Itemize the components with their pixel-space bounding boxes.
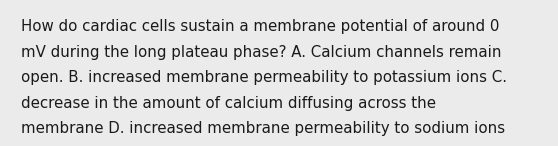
Text: decrease in the amount of calcium diffusing across the: decrease in the amount of calcium diffus… (21, 96, 436, 111)
Text: open. B. increased membrane permeability to potassium ions C.: open. B. increased membrane permeability… (21, 70, 507, 85)
Text: mV during the long plateau phase? A. Calcium channels remain: mV during the long plateau phase? A. Cal… (21, 45, 502, 60)
Text: membrane D. increased membrane permeability to sodium ions: membrane D. increased membrane permeabil… (21, 121, 506, 136)
Text: How do cardiac cells sustain a membrane potential of around 0: How do cardiac cells sustain a membrane … (21, 19, 499, 34)
